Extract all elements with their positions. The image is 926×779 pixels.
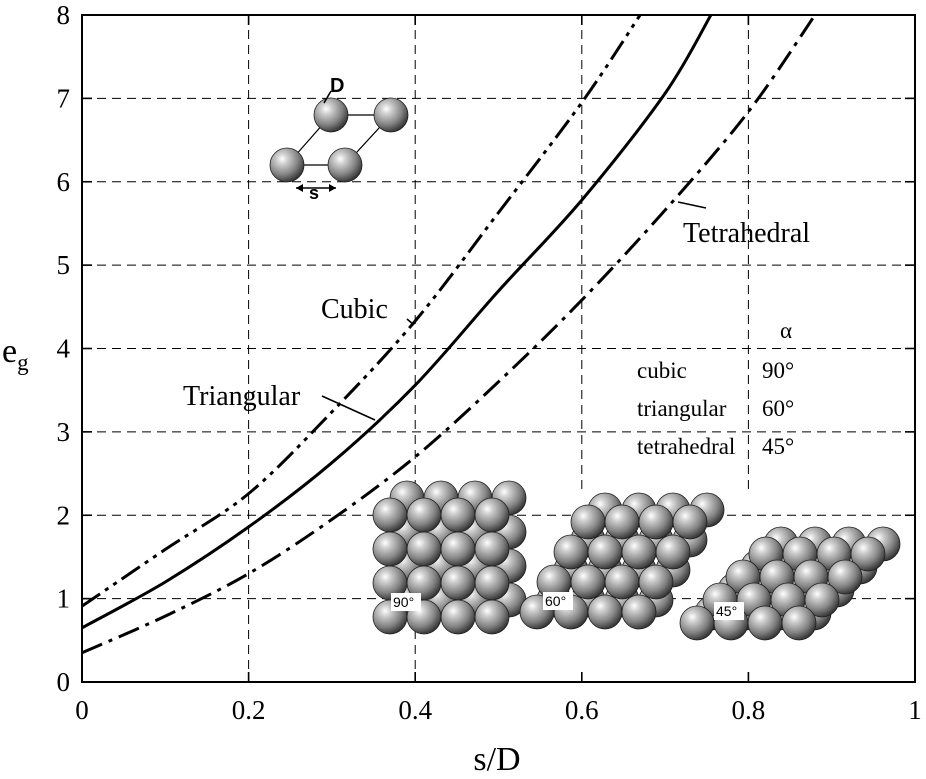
- sphere-triangular-0-3-2: [638, 504, 674, 540]
- inset-diameter-label: D: [330, 75, 344, 97]
- y-tick-label-1: 1: [57, 584, 71, 614]
- sphere-triangular-0-0-3: [621, 594, 657, 630]
- inset-diameter-leader: [323, 90, 332, 104]
- y-tick-label-5: 5: [57, 250, 71, 280]
- alpha-row-triangular-name: triangular: [637, 396, 727, 421]
- alpha-row-tetrahedral-name: tetrahedral: [637, 434, 735, 459]
- sphere-cubic-0-2-1: [406, 531, 442, 567]
- y-tick-label-4: 4: [57, 334, 71, 364]
- sphere-tetrahedral-0-0-0: [679, 605, 715, 641]
- sphere-triangular-0-3-3: [672, 504, 708, 540]
- sphere-tetrahedral-0-0-3: [781, 605, 817, 641]
- sphere-cubic-0-2-0: [372, 531, 408, 567]
- sphere-triangular-0-3-1: [604, 504, 640, 540]
- y-axis-title: eg: [2, 333, 29, 375]
- sphere-triangular-0-1-1: [570, 564, 606, 600]
- y-tick-label-7: 7: [57, 83, 71, 113]
- series-line-triangular: [81, 14, 713, 630]
- y-tick-label-8: 8: [57, 0, 71, 30]
- sphere-triangular-0-2-2: [621, 534, 657, 570]
- x-tick-label-1: 0.2: [232, 695, 266, 725]
- packing-angle-box-1: [543, 592, 573, 610]
- sphere-cubic-0-0-2: [440, 599, 476, 635]
- series-line-cubic: [81, 14, 642, 608]
- alpha-row-triangular-angle: 60°: [762, 396, 794, 421]
- alpha-header: α: [780, 318, 792, 343]
- x-tick-label-3: 0.6: [565, 695, 599, 725]
- packing-angle-label-2: 45°: [716, 603, 737, 619]
- sphere-cubic-0-2-3: [474, 531, 510, 567]
- y-tick-label-6: 6: [57, 167, 71, 197]
- sphere-triangular-0-0-2: [587, 594, 623, 630]
- packing-angle-box-0: [391, 593, 421, 611]
- x-tick-label-2: 0.4: [398, 695, 432, 725]
- sphere-tetrahedral-0-3-3: [850, 536, 886, 572]
- alpha-row-tetrahedral-angle: 45°: [762, 434, 794, 459]
- x-tick-label-0: 0: [75, 695, 89, 725]
- alpha-row-cubic-angle: 90°: [762, 358, 794, 383]
- sphere-cubic-0-3-3: [474, 497, 510, 533]
- sphere-cubic-0-3-2: [440, 497, 476, 533]
- packing-angle-2: 45°: [714, 602, 744, 620]
- packing-illustrations: 90° 60° 45°: [372, 480, 901, 641]
- sphere-triangular-0-2-1: [587, 534, 623, 570]
- sphere-triangular-0-1-2: [604, 564, 640, 600]
- y-axis-title-subscript: g: [17, 350, 29, 375]
- sphere-triangular-0-3-0: [570, 504, 606, 540]
- sphere-triangular-0-2-0: [553, 534, 589, 570]
- sphere-triangular-0-2-3: [655, 534, 691, 570]
- leader-tetrahedral: [677, 201, 707, 209]
- y-axis-title-main: e: [2, 333, 17, 370]
- curves: [81, 14, 817, 655]
- sphere-cubic-0-2-2: [440, 531, 476, 567]
- sphere-triangular-0-1-3: [638, 564, 674, 600]
- inset-sphere-1: [373, 97, 409, 133]
- sphere-tetrahedral-0-2-3: [827, 559, 863, 595]
- sphere-cubic-0-0-3: [474, 599, 510, 635]
- packing-angle-box-2: [714, 602, 744, 620]
- spacing-diagram: Ds: [269, 75, 409, 203]
- curve-label-cubic: Cubic: [321, 294, 388, 325]
- y-tick-label-0: 0: [57, 667, 71, 697]
- curve-label-tetrahedral: Tetrahedral: [683, 218, 810, 249]
- alpha-row-cubic-name: cubic: [637, 358, 687, 383]
- packing-angle-label-0: 90°: [393, 594, 414, 610]
- sphere-cubic-0-3-0: [372, 497, 408, 533]
- inset-sphere-0: [313, 97, 349, 133]
- leader-cubic: [406, 318, 415, 326]
- inset-spacing-label: s: [309, 183, 319, 203]
- x-tick-label-4: 0.8: [732, 695, 766, 725]
- sphere-tetrahedral-0-0-2: [747, 605, 783, 641]
- sphere-cubic-0-3-1: [406, 497, 442, 533]
- sphere-cubic-0-1-3: [474, 565, 510, 601]
- grid-lines: [82, 15, 915, 682]
- x-tick-label-5: 1: [908, 695, 922, 725]
- curve-label-triangular: Triangular: [183, 381, 301, 412]
- y-tick-label-2: 2: [57, 500, 71, 530]
- series-line-tetrahedral: [81, 14, 817, 655]
- leader-triangular: [321, 395, 376, 421]
- sphere-tetrahedral-0-1-3: [804, 582, 840, 618]
- packing-angle-1: 60°: [543, 592, 573, 610]
- inset-sphere-2: [269, 147, 305, 183]
- axis-ticks: 0 0.2 0.4 0.6 0.8 1 0 1 2 3 4 5 6 7 8: [57, 0, 922, 725]
- inset-sphere-3: [327, 147, 363, 183]
- y-tick-label-3: 3: [57, 417, 71, 447]
- packing-angle-label-1: 60°: [545, 593, 566, 609]
- sphere-cubic-0-1-2: [440, 565, 476, 601]
- x-axis-title: s/D: [473, 741, 520, 778]
- packing-angle-0: 90°: [391, 593, 421, 611]
